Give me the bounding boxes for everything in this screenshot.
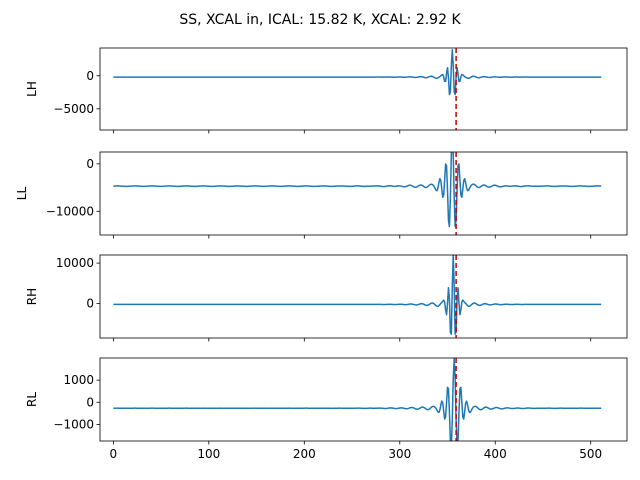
axes-frame <box>99 254 628 339</box>
y-tick-label: 0 <box>86 297 94 311</box>
y-tick-label: 0 <box>86 395 94 409</box>
y-tick-label: −10000 <box>46 204 94 218</box>
y-axis-label: RL <box>25 392 39 407</box>
y-axis-label: LH <box>25 81 39 97</box>
axes-frame <box>99 47 628 131</box>
y-tick-label: −5000 <box>53 102 94 116</box>
x-tick-label: 100 <box>197 447 220 461</box>
series-line-lh <box>113 48 602 96</box>
series-line-rl <box>113 358 602 441</box>
y-axis-label: LL <box>15 187 29 201</box>
series-line-ll <box>113 152 602 228</box>
series-line-rh <box>113 255 602 335</box>
x-tick-label: 300 <box>388 447 411 461</box>
x-tick-label: 200 <box>293 447 316 461</box>
y-tick-label: −1000 <box>53 417 94 431</box>
axes-frame <box>99 357 628 442</box>
y-tick-label: 10000 <box>56 256 94 270</box>
x-tick-label: 500 <box>579 447 602 461</box>
axes-frame <box>99 151 628 236</box>
y-axis-label: RH <box>25 288 39 305</box>
y-tick-label: 0 <box>86 69 94 83</box>
subplot-lh: 0 −5000 LH <box>25 47 628 134</box>
subplot-ll: 0 −10000 LL <box>15 151 628 239</box>
chart-title: SS, XCAL in, ICAL: 15.82 K, XCAL: 2.92 K <box>179 12 461 28</box>
x-tick-label: 400 <box>484 447 507 461</box>
y-tick-label: 0 <box>86 157 94 171</box>
y-tick-label: 1000 <box>63 373 94 387</box>
subplot-rh: 10000 0 RH <box>25 254 628 342</box>
x-tick-label: 0 <box>110 447 118 461</box>
subplot-rl: 1000 0 −1000 RL 0 100 200 300 400 500 <box>25 357 628 461</box>
